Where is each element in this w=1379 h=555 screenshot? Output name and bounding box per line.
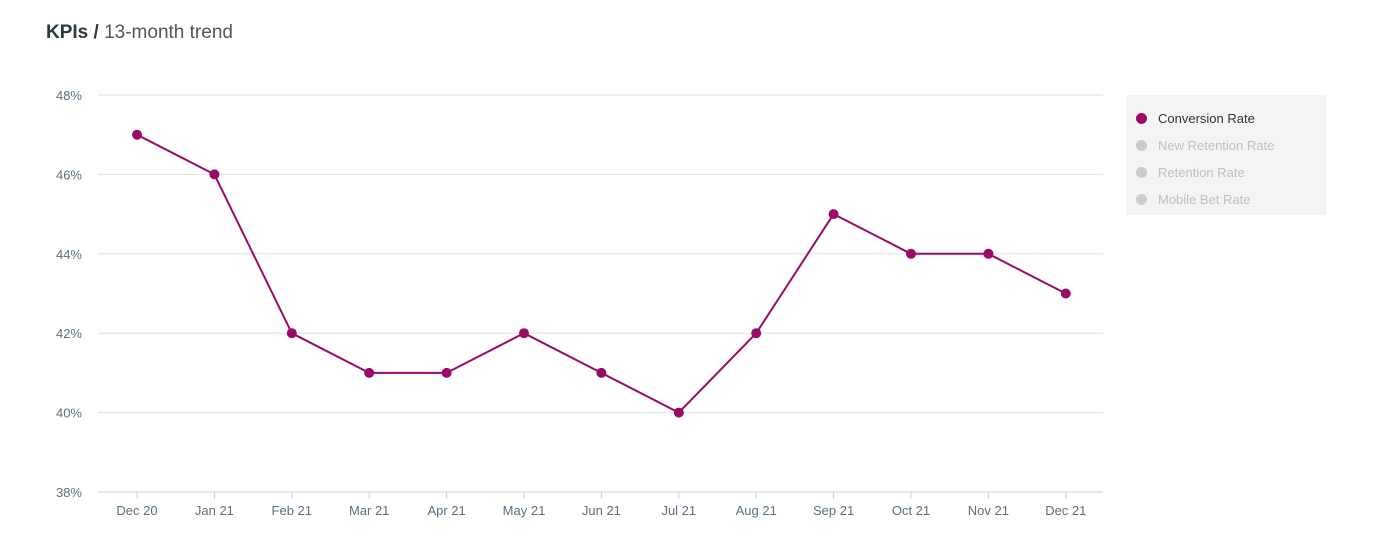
x-tick-label: Jul 21 xyxy=(661,503,696,518)
y-axis-ticks: 48% 46% 44% 42% 40% 38% xyxy=(56,88,82,500)
x-tick-label: Oct 21 xyxy=(892,503,930,518)
y-tick-label: 42% xyxy=(56,326,82,341)
data-point[interactable] xyxy=(519,328,529,339)
legend-label: Mobile Bet Rate xyxy=(1158,192,1251,207)
data-point[interactable] xyxy=(983,248,994,259)
data-point[interactable] xyxy=(906,248,916,259)
chart-title-bold: KPIs / xyxy=(46,22,99,43)
x-axis-ticks: Dec 20 Jan 21 Feb 21 Mar 21 Apr 21 May 21 Jun … xyxy=(116,492,1086,518)
legend-item[interactable]: Conversion Rate xyxy=(1136,105,1326,132)
data-point[interactable] xyxy=(209,169,220,180)
data-point[interactable] xyxy=(132,129,142,140)
data-point[interactable] xyxy=(1060,288,1071,299)
x-tick-label: Apr 21 xyxy=(427,503,465,518)
x-tick-label: Dec 21 xyxy=(1045,503,1086,518)
legend-label: Conversion Rate xyxy=(1158,111,1255,126)
data-point[interactable] xyxy=(286,328,297,339)
legend-label: New Retention Rate xyxy=(1158,138,1275,153)
legend-marker-icon xyxy=(1136,140,1147,151)
legend-label: Retention Rate xyxy=(1158,165,1245,180)
data-point[interactable] xyxy=(751,328,762,339)
y-tick-label: 40% xyxy=(56,406,82,421)
chart-title: KPIs / 13-month trend xyxy=(46,22,233,44)
x-tick-label: Jan 21 xyxy=(195,503,234,518)
data-point[interactable] xyxy=(441,367,452,378)
x-tick-label: Nov 21 xyxy=(968,503,1009,518)
x-tick-label: Dec 20 xyxy=(116,503,157,518)
y-tick-label: 44% xyxy=(56,247,82,262)
data-point[interactable] xyxy=(364,367,375,378)
legend-marker-icon xyxy=(1136,167,1147,178)
y-tick-label: 46% xyxy=(56,167,82,182)
x-tick-label: May 21 xyxy=(503,503,546,518)
x-tick-label: Feb 21 xyxy=(272,503,312,518)
x-tick-label: Sep 21 xyxy=(813,503,854,518)
data-point[interactable] xyxy=(828,209,839,220)
x-tick-label: Mar 21 xyxy=(349,503,389,518)
x-tick-label: Jun 21 xyxy=(582,503,621,518)
legend-item[interactable]: New Retention Rate xyxy=(1136,132,1326,159)
data-point[interactable] xyxy=(596,367,607,378)
x-tick-label: Aug 21 xyxy=(736,503,777,518)
y-tick-label: 38% xyxy=(56,485,82,500)
y-tick-label: 48% xyxy=(56,88,82,103)
legend-marker-icon xyxy=(1136,194,1147,205)
series-points xyxy=(132,129,1071,418)
legend-marker-icon xyxy=(1136,113,1147,124)
chart-legend: Conversion Rate New Retention Rate Retenti… xyxy=(1126,95,1326,215)
data-point[interactable] xyxy=(673,407,684,418)
chart-title-subtitle: 13-month trend xyxy=(104,22,233,43)
legend-item[interactable]: Retention Rate xyxy=(1136,159,1326,186)
legend-item[interactable]: Mobile Bet Rate xyxy=(1136,186,1326,213)
